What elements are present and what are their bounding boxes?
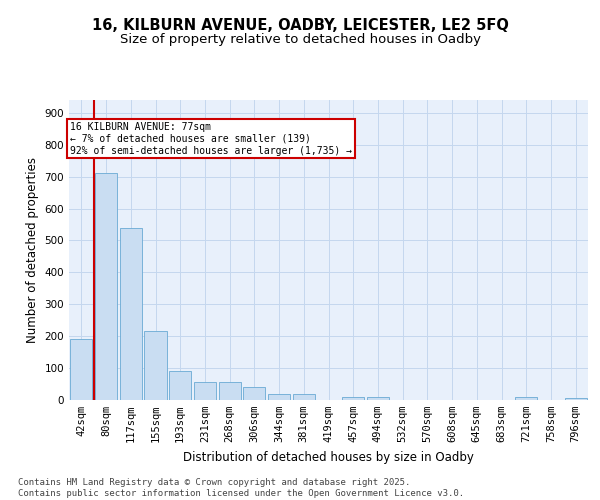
Text: 16, KILBURN AVENUE, OADBY, LEICESTER, LE2 5FQ: 16, KILBURN AVENUE, OADBY, LEICESTER, LE…: [92, 18, 508, 32]
Bar: [95, 174, 117, 400]
Bar: [243, 387, 265, 400]
Bar: [70, 340, 92, 400]
Text: Contains HM Land Registry data © Crown copyright and database right 2025.
Contai: Contains HM Land Registry data © Crown c…: [18, 478, 464, 498]
Bar: [342, 397, 364, 400]
Text: 16 KILBURN AVENUE: 77sqm
← 7% of detached houses are smaller (139)
92% of semi-d: 16 KILBURN AVENUE: 77sqm ← 7% of detache…: [70, 122, 352, 156]
X-axis label: Distribution of detached houses by size in Oadby: Distribution of detached houses by size …: [183, 450, 474, 464]
Bar: [145, 332, 167, 400]
Bar: [293, 394, 315, 400]
Bar: [268, 394, 290, 400]
Bar: [218, 382, 241, 400]
Bar: [367, 397, 389, 400]
Bar: [169, 372, 191, 400]
Bar: [119, 228, 142, 400]
Bar: [565, 398, 587, 400]
Y-axis label: Number of detached properties: Number of detached properties: [26, 157, 39, 343]
Bar: [194, 382, 216, 400]
Bar: [515, 397, 538, 400]
Text: Size of property relative to detached houses in Oadby: Size of property relative to detached ho…: [119, 32, 481, 46]
